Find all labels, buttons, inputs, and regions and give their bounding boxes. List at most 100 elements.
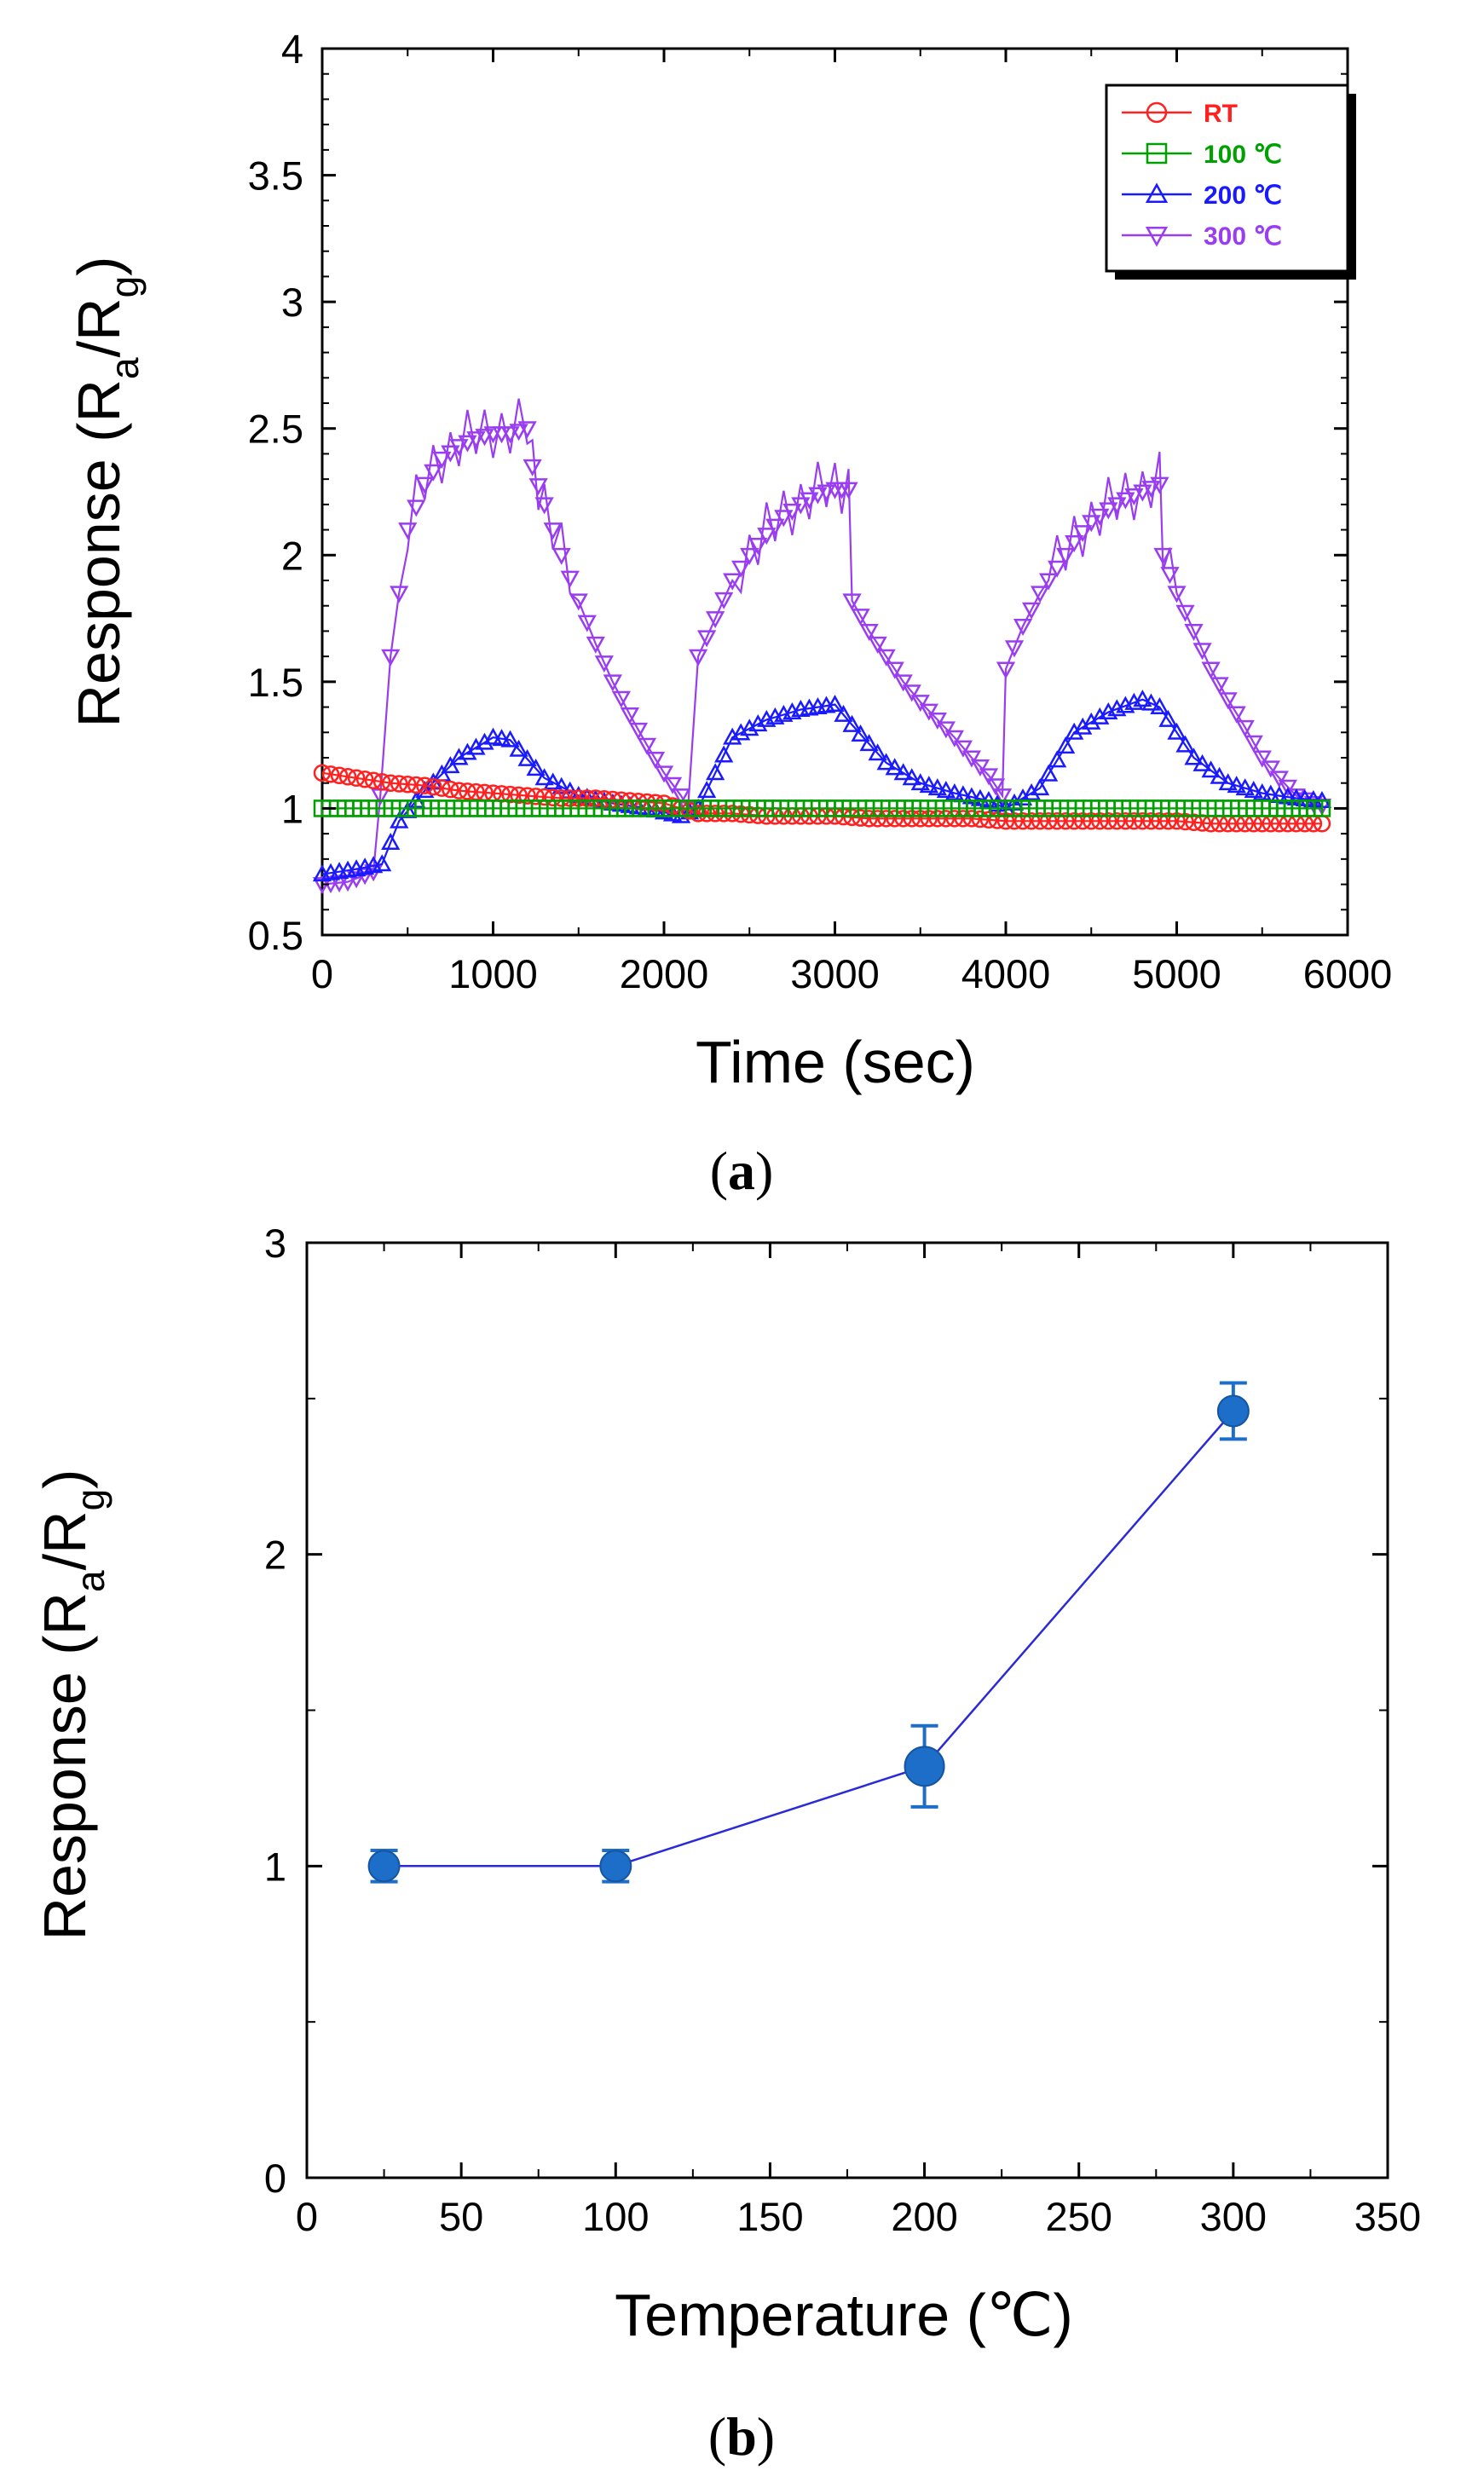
x-tick-label-b: 100 — [582, 2194, 649, 2239]
data-point — [1295, 788, 1314, 806]
legend-item: 100 ℃ — [1122, 141, 1282, 169]
data-point — [996, 661, 1016, 679]
x-tick-label-b: 200 — [891, 2194, 957, 2239]
data-point — [928, 810, 947, 828]
data-point — [449, 439, 469, 457]
data-point — [424, 777, 442, 796]
data-point — [534, 768, 554, 786]
data-point — [1107, 497, 1127, 515]
data-point — [1021, 602, 1042, 620]
data-point — [714, 745, 734, 763]
data-point — [876, 753, 896, 771]
x-tick-label-a: 6000 — [1303, 951, 1393, 996]
data-point — [1056, 812, 1075, 830]
legend-marker — [1146, 101, 1168, 124]
data-point — [979, 811, 998, 829]
y-tick-label-a: 1.5 — [248, 660, 303, 705]
data-point — [992, 788, 1013, 806]
data-point — [611, 690, 631, 708]
data-point — [1210, 677, 1229, 695]
data-point — [1313, 800, 1331, 817]
data-point — [1184, 623, 1204, 642]
data-point — [1117, 812, 1135, 830]
data-point — [1185, 813, 1203, 832]
data-point — [1039, 812, 1058, 830]
data-point — [595, 790, 614, 808]
data-point — [886, 810, 904, 828]
y-tick-label-a: 2.5 — [248, 407, 303, 452]
data-point — [1039, 573, 1059, 591]
data-point — [919, 776, 938, 794]
data-point — [528, 478, 548, 496]
data-point — [1030, 586, 1050, 603]
data-point — [390, 811, 409, 828]
legend-marker — [1145, 182, 1169, 204]
data-point — [1048, 750, 1067, 768]
legend-label: 100 ℃ — [1204, 141, 1282, 169]
data-point — [517, 421, 537, 439]
data-point — [509, 424, 528, 442]
data-point — [569, 593, 588, 611]
data-point — [961, 750, 982, 768]
data-point — [1269, 771, 1289, 788]
data-point — [577, 615, 597, 632]
data-point — [526, 759, 546, 776]
data-point — [817, 484, 836, 502]
data-point — [1048, 812, 1066, 830]
data-point — [586, 789, 605, 807]
data-point — [551, 776, 571, 794]
data-point — [697, 630, 717, 648]
data-point — [501, 785, 519, 804]
data-point — [645, 752, 666, 770]
x-tick-label-b: 0 — [296, 2194, 318, 2239]
data-point — [1192, 753, 1212, 771]
data-point — [500, 730, 520, 748]
data-point — [1153, 547, 1173, 565]
data-point — [1184, 748, 1204, 765]
data-point — [407, 499, 426, 517]
data-point — [662, 776, 683, 794]
data-point — [517, 748, 537, 766]
x-tick-label-a: 1000 — [448, 951, 538, 996]
data-point — [638, 793, 656, 811]
series-line — [384, 1410, 1234, 1867]
data-point — [1235, 778, 1255, 796]
data-point — [449, 748, 469, 765]
data-point — [825, 695, 845, 713]
data-point — [458, 435, 477, 453]
data-point — [543, 522, 563, 540]
data-point — [985, 778, 1006, 796]
data-point — [628, 722, 649, 740]
data-point — [1252, 750, 1272, 768]
data-point — [894, 810, 912, 828]
data-point — [1175, 604, 1195, 622]
data-point — [492, 729, 511, 747]
data-point — [330, 766, 349, 785]
data-point — [313, 764, 332, 782]
data-point — [1082, 712, 1101, 730]
data-point — [800, 492, 819, 510]
data-point — [706, 805, 725, 823]
series-200C — [312, 690, 1332, 882]
data-point — [321, 765, 340, 783]
panel-b-caption: (b) — [708, 2406, 775, 2467]
data-point — [1133, 690, 1152, 707]
data-point — [842, 593, 862, 611]
data-point — [458, 742, 477, 760]
data-point — [706, 763, 725, 781]
data-point — [839, 482, 858, 499]
data-point — [1030, 778, 1050, 796]
data-point — [740, 547, 759, 565]
data-point — [859, 623, 879, 642]
data-point — [543, 772, 563, 790]
data-point — [1073, 525, 1093, 543]
data-point — [919, 703, 938, 721]
data-point — [936, 721, 956, 739]
series-300C — [312, 398, 1332, 895]
series-line — [321, 398, 1323, 886]
data-point — [1108, 812, 1126, 830]
data-point — [398, 522, 418, 540]
data-point — [338, 768, 357, 786]
data-point — [560, 570, 580, 588]
x-axis-label-b: Temperature (℃) — [615, 2282, 1073, 2348]
